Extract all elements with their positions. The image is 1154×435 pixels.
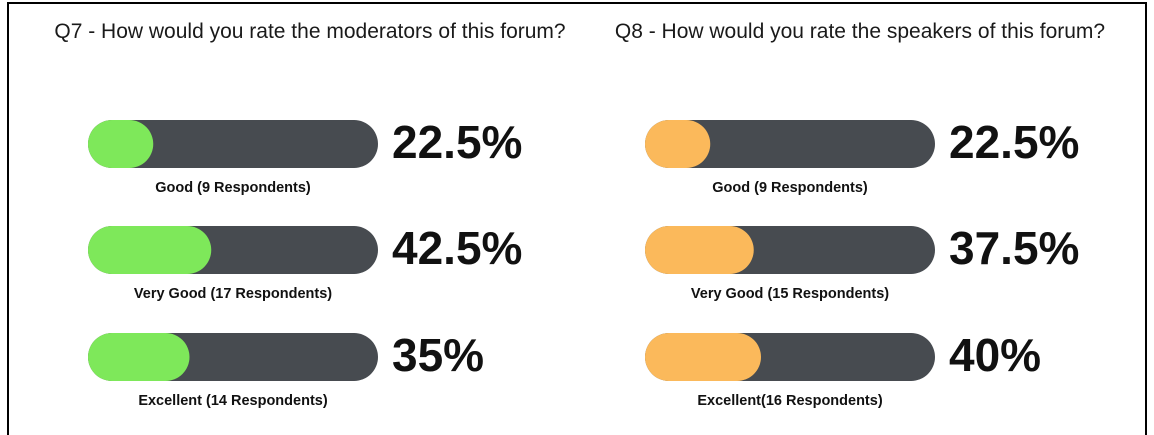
value-label: 22.5%: [949, 116, 1079, 168]
category-label: Excellent(16 Respondents): [697, 393, 882, 409]
value-label: 35%: [392, 329, 484, 381]
category-label: Excellent (14 Respondents): [138, 393, 328, 409]
category-label: Good (9 Respondents): [712, 180, 868, 196]
category-label: Very Good (17 Respondents): [134, 286, 332, 302]
bar: [88, 120, 154, 168]
chart-title: Q7 - How would you rate the moderators o…: [54, 20, 566, 43]
category-label: Very Good (15 Respondents): [691, 286, 889, 302]
value-label: 22.5%: [392, 116, 522, 168]
category-label: Good (9 Respondents): [155, 180, 311, 196]
frame: [7, 2, 1147, 435]
value-label: 37.5%: [949, 222, 1079, 274]
bar: [645, 120, 711, 168]
bar-track: [88, 120, 378, 168]
bar: [88, 333, 190, 381]
value-label: 42.5%: [392, 222, 522, 274]
bar-track: [645, 120, 935, 168]
bar: [645, 226, 754, 274]
chart-title: Q8 - How would you rate the speakers of …: [614, 20, 1106, 43]
bar: [88, 226, 212, 274]
value-label: 40%: [949, 329, 1041, 381]
bar: [645, 333, 761, 381]
